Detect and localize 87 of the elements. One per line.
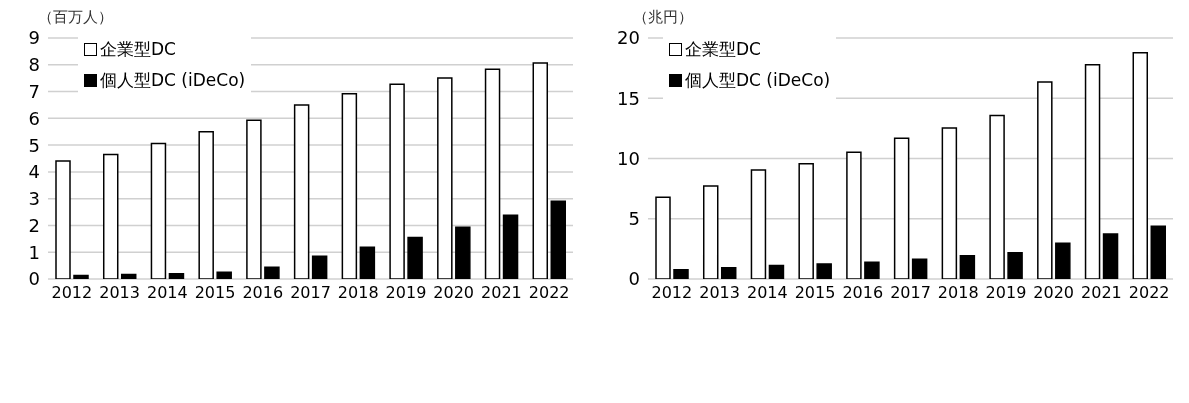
- x-tick-label: 2015: [194, 283, 236, 303]
- bar: [311, 255, 328, 279]
- bar: [1037, 81, 1053, 279]
- legend-label: 企業型DC: [685, 38, 761, 61]
- legend-label: 個人型DC (iDeCo): [685, 69, 831, 92]
- x-tick-label: 2020: [1033, 283, 1075, 303]
- x-tick-label: 2013: [99, 283, 140, 303]
- y-tick-label: 5: [28, 134, 40, 156]
- bar: [150, 142, 167, 279]
- x-tick-label: 2012: [51, 283, 93, 303]
- x-tick-label: 2016: [242, 283, 284, 303]
- bar: [246, 119, 262, 279]
- bar: [702, 185, 719, 279]
- bar: [798, 163, 814, 279]
- x-tick-label: 2022: [1128, 283, 1170, 303]
- bar: [73, 274, 89, 279]
- bar: [1102, 233, 1119, 279]
- bar: [168, 272, 185, 279]
- bar: [959, 255, 976, 279]
- y-tick-label: 10: [617, 147, 640, 169]
- bar: [893, 137, 910, 279]
- x-tick-label: 2014: [746, 283, 788, 303]
- bar: [1084, 64, 1101, 279]
- y-tick-label: 9: [28, 27, 40, 49]
- bar: [455, 226, 471, 279]
- legend-label: 企業型DC: [100, 38, 176, 61]
- x-tick-label: 2014: [146, 283, 188, 303]
- bar: [1007, 251, 1023, 279]
- y-tick-label: 3: [28, 188, 40, 210]
- bar: [293, 104, 310, 279]
- bar: [655, 196, 671, 279]
- x-tick-label: 2021: [481, 283, 522, 303]
- bar: [750, 169, 767, 279]
- x-tick-label: 2017: [290, 283, 331, 303]
- y-tick-label: 0: [28, 268, 40, 290]
- y-tick-label: 0: [628, 268, 640, 290]
- x-tick-label: 2012: [651, 283, 693, 303]
- bar: [198, 130, 214, 279]
- x-tick-label: 2019: [985, 283, 1027, 303]
- bar: [532, 62, 549, 279]
- x-tick-label: 2015: [794, 283, 836, 303]
- bar: [216, 271, 232, 279]
- y-axis-title: （兆円）: [633, 8, 693, 27]
- x-tick-label: 2017: [890, 283, 931, 303]
- y-axis-title: （百万人）: [38, 8, 113, 27]
- x-tick-label: 2022: [528, 283, 570, 303]
- y-tick-label: 20: [617, 27, 640, 49]
- y-tick-label: 15: [617, 87, 640, 109]
- bar: [484, 68, 501, 279]
- bar: [359, 246, 376, 279]
- bar: [437, 77, 453, 279]
- bar: [1132, 51, 1149, 279]
- bar: [120, 273, 137, 279]
- x-tick-label: 2018: [337, 283, 379, 303]
- bar: [989, 114, 1005, 279]
- y-tick-label: 7: [28, 80, 40, 102]
- y-tick-label: 2: [28, 214, 40, 236]
- legend-label: 個人型DC (iDeCo): [100, 69, 246, 92]
- bar: [502, 214, 519, 279]
- bar: [1150, 225, 1167, 279]
- bar: [768, 264, 785, 279]
- bar: [389, 83, 405, 279]
- bar: [673, 268, 689, 279]
- bar: [264, 266, 280, 279]
- bar: [1055, 242, 1071, 279]
- bar: [102, 153, 119, 279]
- bar: [816, 263, 832, 279]
- y-tick-label: 8: [28, 54, 40, 76]
- bar: [720, 267, 737, 279]
- y-tick-label: 1: [28, 241, 40, 263]
- x-tick-label: 2016: [842, 283, 884, 303]
- bar: [341, 92, 358, 279]
- bar: [55, 160, 71, 279]
- y-tick-label: 4: [28, 161, 40, 183]
- y-tick-label: 6: [28, 107, 40, 129]
- x-tick-label: 2019: [385, 283, 427, 303]
- x-tick-label: 2020: [433, 283, 475, 303]
- x-tick-label: 2018: [937, 283, 979, 303]
- bar: [407, 236, 423, 279]
- bar: [846, 151, 862, 279]
- bar: [550, 200, 567, 279]
- x-tick-label: 2021: [1081, 283, 1122, 303]
- y-tick-label: 5: [628, 208, 640, 230]
- bar: [864, 261, 880, 279]
- bar: [941, 127, 958, 279]
- bar: [911, 258, 928, 279]
- x-tick-label: 2013: [699, 283, 740, 303]
